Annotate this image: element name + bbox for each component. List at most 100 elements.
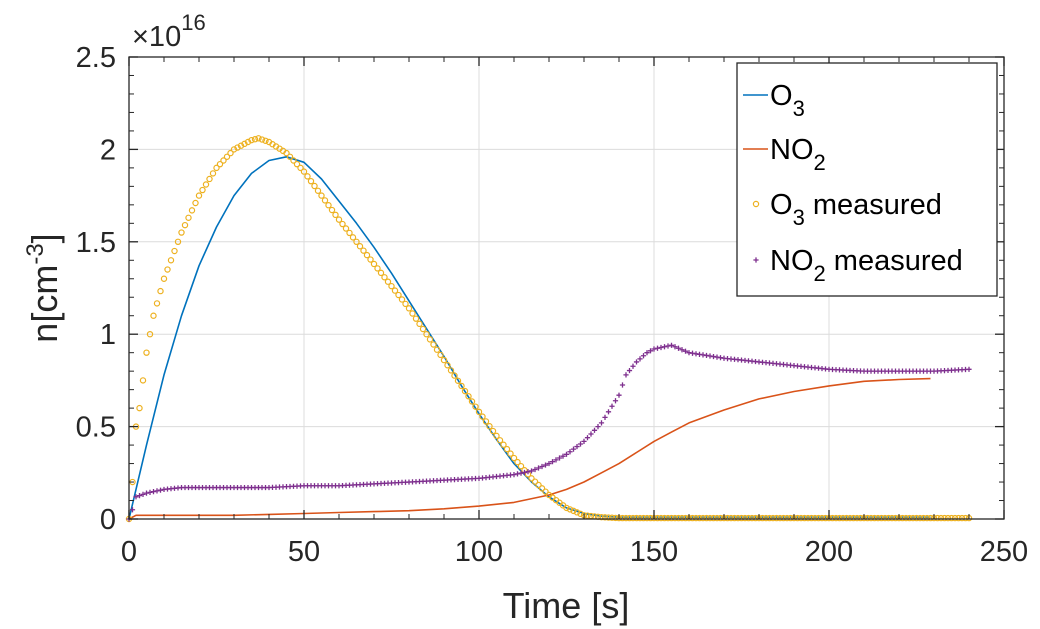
o3-measured-point [346, 229, 353, 237]
o3-measured-point [734, 514, 742, 522]
no2-measured-point [525, 469, 531, 475]
legend-label-main: O [770, 189, 793, 221]
o3-measured-point [776, 514, 784, 522]
no2-measured-point [514, 471, 521, 477]
o3-measured-point [671, 514, 679, 522]
o3-measured-point [262, 137, 269, 144]
o3-measured-point [759, 514, 766, 522]
series-o3-measured [125, 135, 973, 523]
no2-measured-point [966, 366, 972, 372]
o3-measured-point [171, 247, 178, 255]
o3-measured-point [286, 153, 294, 160]
no2-measured-point [560, 453, 566, 459]
o3-measured-point [409, 310, 416, 317]
x-tick-label: 200 [805, 536, 853, 568]
no2-measured-point [511, 472, 517, 478]
o3-measured-point [531, 478, 539, 485]
y-tick-label: 0 [100, 504, 116, 536]
o3-measured-point [332, 211, 339, 219]
o3-measured-point [923, 514, 931, 522]
o3-measured-point [437, 351, 444, 359]
o3-measured-point [640, 514, 647, 522]
o3-measured-point [185, 214, 192, 221]
legend-label-rest: measured [805, 189, 942, 221]
no2-measured-point [612, 398, 619, 404]
no2-measured-point [556, 455, 563, 461]
o3-measured-point [839, 514, 847, 522]
o3-measured-point [727, 514, 735, 522]
o3-measured-point [538, 485, 546, 492]
o3-measured-point [181, 221, 189, 229]
o3-measured-point [636, 514, 644, 522]
o3-measured-point [934, 514, 941, 522]
no2-measured-point [665, 343, 671, 349]
o3-measured-point [696, 514, 703, 522]
o3-measured-point [223, 153, 231, 160]
o3-measured-point [216, 160, 224, 168]
no2-measured-point [602, 414, 608, 420]
o3-measured-point [251, 136, 259, 143]
legend-item-o3-measured: O3 measured [752, 189, 942, 230]
o3-measured-point [465, 393, 472, 400]
o3-measured-point [374, 265, 381, 272]
y-exponent-prefix: ×10 [132, 21, 181, 53]
no2-measured-point [637, 356, 643, 362]
y-axis-label-main: n[cm [24, 265, 65, 343]
o3-measured-point [503, 445, 511, 453]
o3-measured-point [573, 509, 581, 516]
no2-measured-point [619, 382, 626, 388]
no2-measured-point [626, 367, 633, 374]
no2-measured-point [672, 344, 678, 350]
o3-measured-point [160, 275, 168, 282]
o3-measured-point [948, 514, 955, 522]
o3-measured-point [339, 220, 346, 228]
o3-measured-point [157, 287, 164, 295]
no2-measured-point [588, 431, 594, 437]
o3-measured-point [794, 514, 801, 522]
o3-measured-point [153, 300, 161, 307]
no2-measured-point [633, 359, 640, 365]
o3-measured-point [360, 247, 367, 254]
no2-measured-point [150, 489, 157, 495]
series-no2 [128, 377, 931, 520]
no2-measured-point [133, 494, 139, 500]
y-exponent-power: 16 [181, 10, 205, 35]
o3-measured-point [871, 514, 878, 522]
legend-swatch-no2-measured-point [753, 257, 759, 263]
o3-measured-point [920, 514, 927, 522]
legend-label-sub: 2 [814, 261, 826, 286]
no2-measured-point [644, 350, 650, 356]
o3-measured-point [454, 377, 462, 384]
o3-measured-point [577, 510, 584, 518]
o3-measured-point [412, 315, 420, 322]
o3-measured-point [780, 514, 787, 522]
no2-measured-point [640, 353, 647, 359]
no2-measured-point [682, 348, 689, 354]
o3-measured-point [293, 160, 301, 168]
o3-measured-point [951, 514, 959, 522]
o3-measured-point [878, 514, 885, 522]
o3-measured-point [941, 514, 948, 522]
o3-measured-point [689, 514, 696, 522]
no2-measured-point [609, 403, 615, 409]
no2-measured-point [616, 392, 622, 398]
no2-measured-point [679, 347, 685, 353]
no2-measured-point [574, 443, 580, 450]
o3-measured-point [311, 182, 318, 190]
o3-measured-point [164, 266, 171, 273]
o3-measured-point [377, 269, 385, 277]
o3-measured-point [188, 207, 196, 214]
o3-measured-point [297, 164, 304, 172]
no2-measured-point [136, 492, 143, 499]
o3-measured-point [255, 135, 262, 142]
no2-measured-point [546, 460, 552, 467]
o3-measured-point [426, 336, 434, 343]
legend-label-sub: 3 [793, 205, 805, 230]
o3-measured-point [850, 514, 857, 522]
ticks [128, 56, 1005, 520]
o3-measured-point [241, 140, 248, 148]
o3-measured-point [783, 514, 791, 522]
o3-measured-point [230, 146, 238, 153]
o3-measured-point [710, 514, 717, 522]
o3-measured-point [307, 177, 315, 185]
